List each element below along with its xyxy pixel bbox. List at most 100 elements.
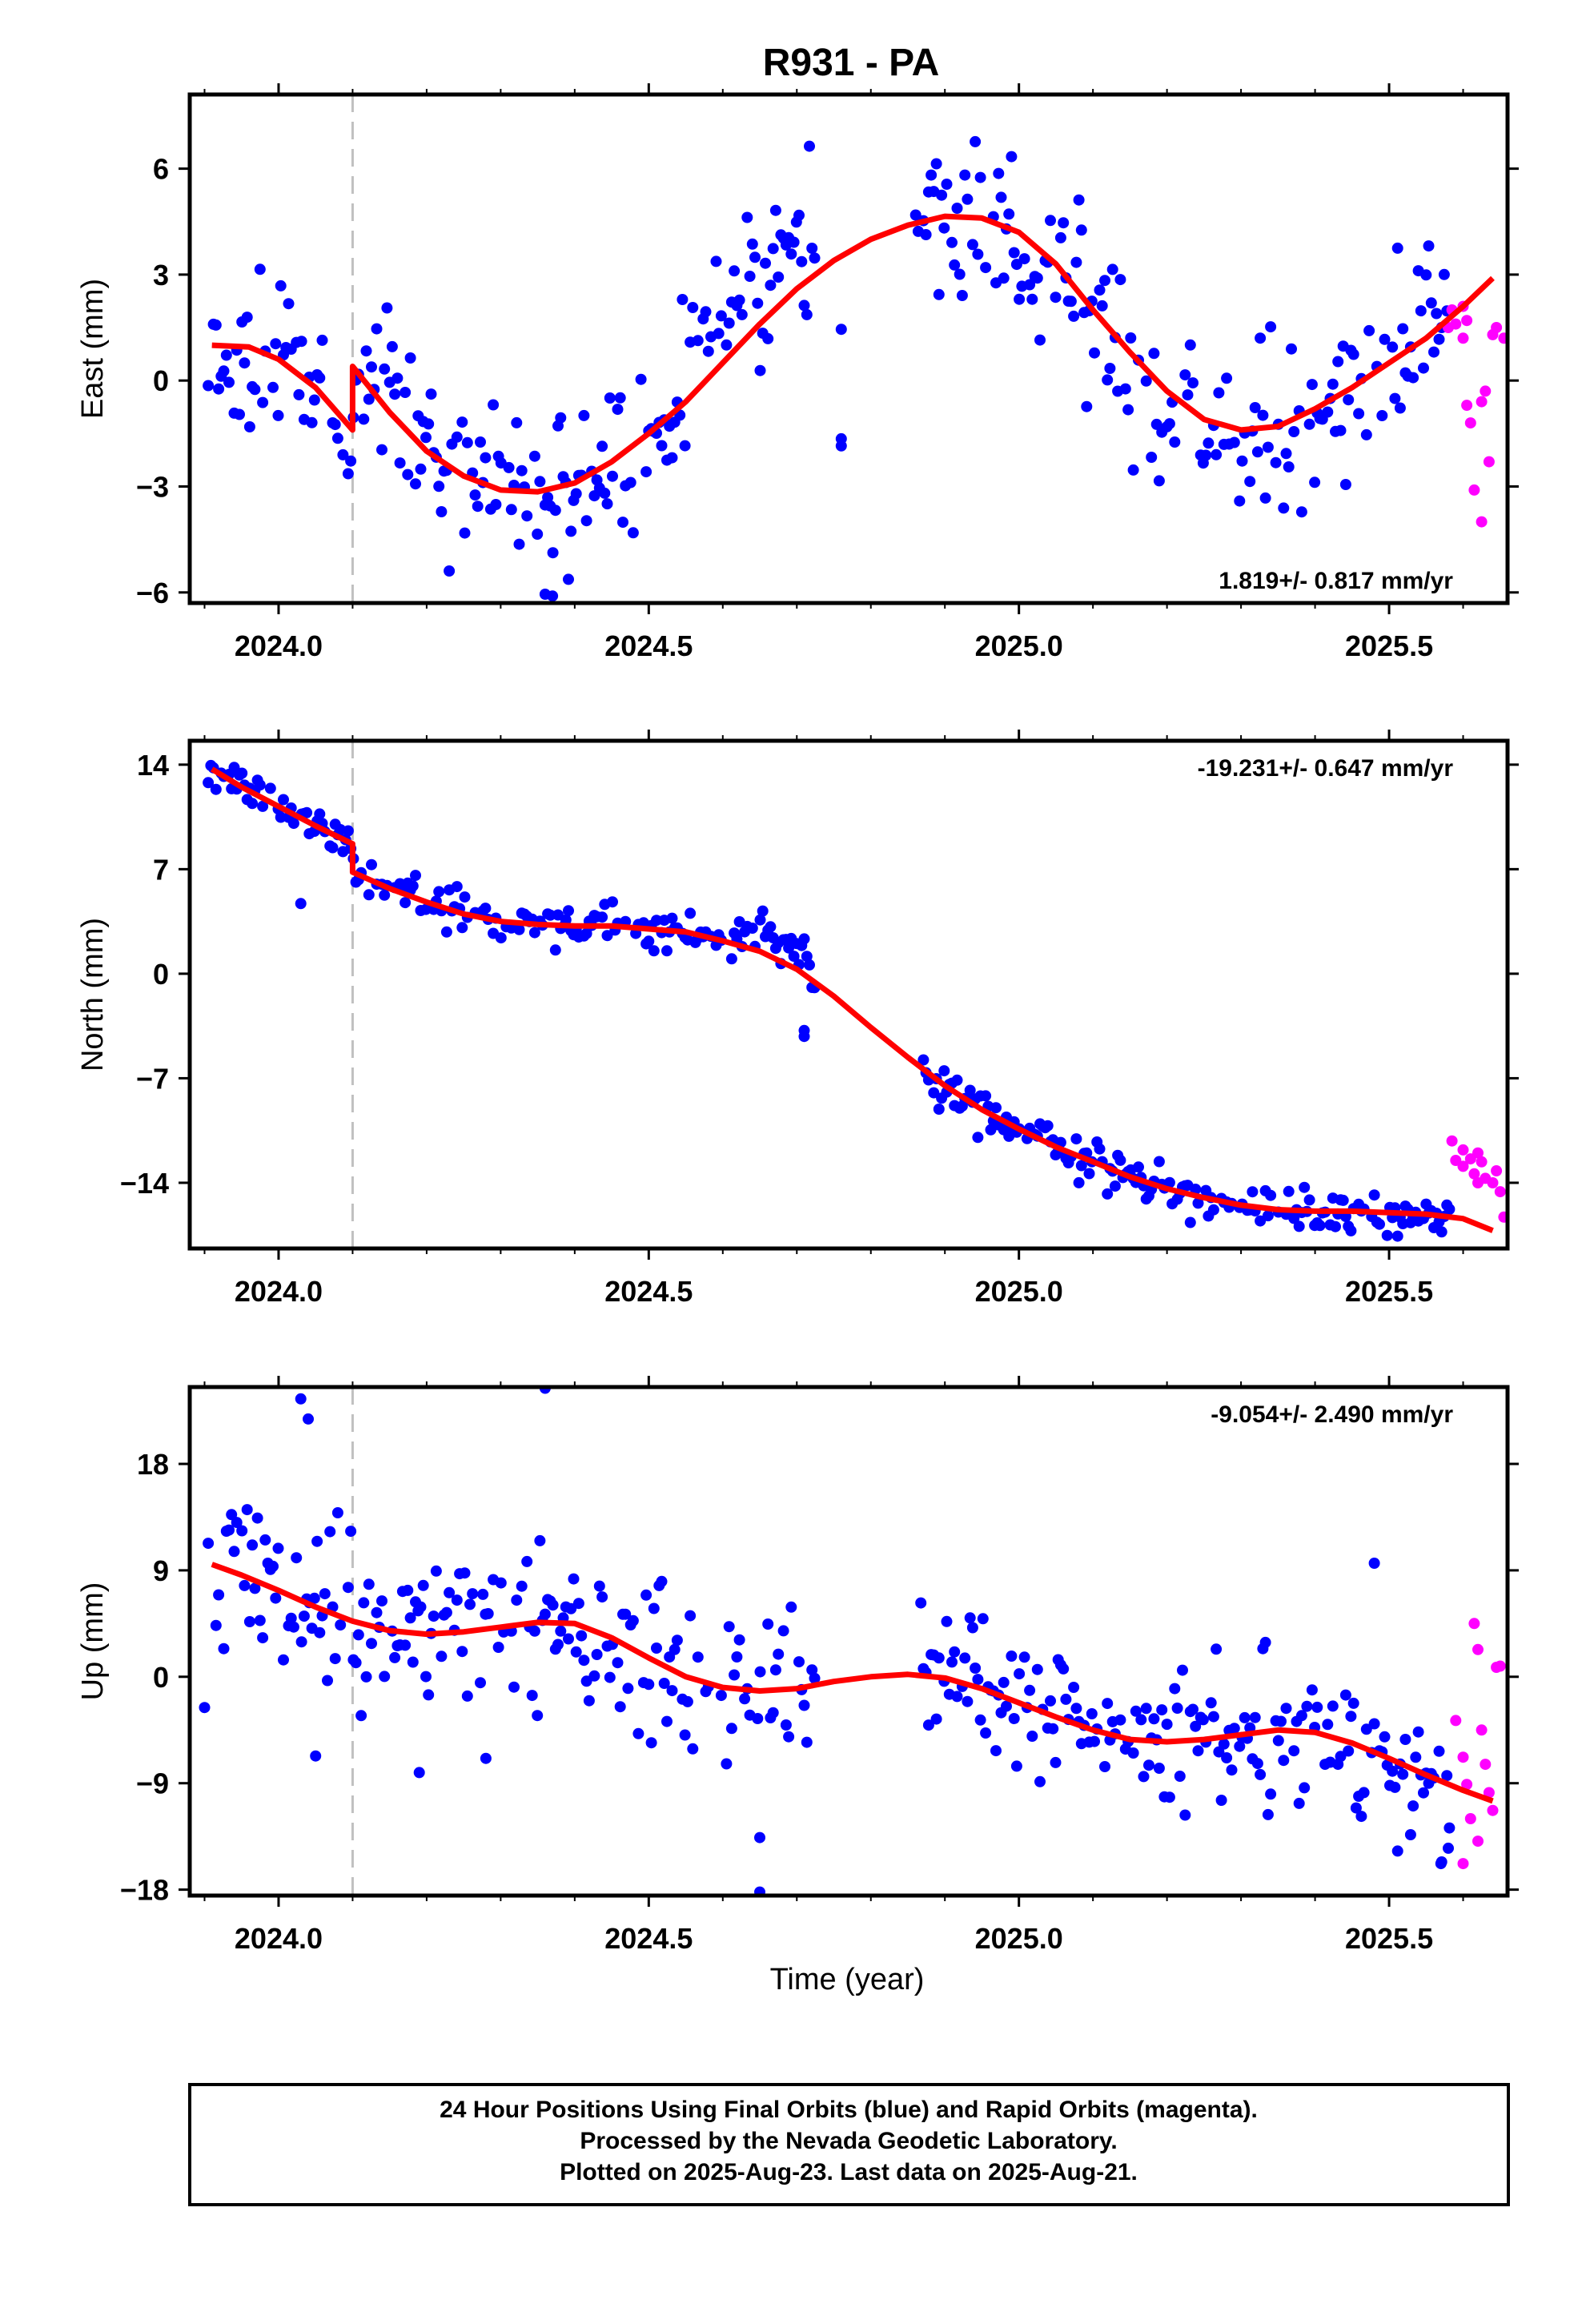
- final-orbit-point: [679, 1729, 691, 1741]
- final-orbit-point: [381, 302, 393, 314]
- final-orbit-point: [1125, 332, 1137, 344]
- final-orbit-point: [345, 1526, 357, 1538]
- final-orbit-point: [1270, 456, 1282, 468]
- final-orbit-point: [322, 1675, 333, 1687]
- final-orbit-point: [681, 1695, 693, 1707]
- final-orbit-point: [1058, 217, 1070, 229]
- final-orbit-point: [1081, 400, 1093, 412]
- footer-line-3: Plotted on 2025-Aug-23. Last data on 202…: [560, 2159, 1138, 2185]
- final-orbit-point: [314, 1626, 326, 1638]
- final-orbit-point: [417, 1579, 429, 1591]
- final-orbit-point: [210, 1619, 222, 1631]
- final-orbit-point: [951, 203, 963, 214]
- final-orbit-point: [798, 1699, 810, 1711]
- final-orbit-point: [1200, 449, 1212, 461]
- final-orbit-point: [1068, 310, 1080, 322]
- final-orbit-point: [1068, 1682, 1080, 1693]
- final-orbit-point: [632, 1727, 644, 1739]
- final-orbit-point: [1239, 1711, 1251, 1723]
- final-orbit-point: [1299, 1181, 1311, 1193]
- final-orbit-point: [1135, 1714, 1147, 1726]
- final-orbit-point: [933, 1652, 945, 1664]
- final-orbit-point: [423, 418, 435, 430]
- final-orbit-point: [1322, 1719, 1334, 1731]
- final-orbit-point: [231, 1517, 243, 1529]
- final-orbit-point: [283, 298, 295, 310]
- rapid-orbit-point: [1491, 322, 1503, 333]
- final-orbit-point: [366, 1638, 377, 1650]
- final-orbit-point: [729, 265, 741, 277]
- final-orbit-point: [464, 1598, 476, 1610]
- final-orbit-point: [1014, 293, 1026, 305]
- final-orbit-point: [1163, 1791, 1175, 1803]
- final-orbit-point: [687, 1743, 699, 1755]
- rapid-orbit-point: [1476, 516, 1488, 528]
- final-orbit-point: [203, 777, 215, 789]
- final-orbit-point: [666, 452, 678, 464]
- final-orbit-point: [762, 1618, 774, 1630]
- final-orbit-point: [733, 294, 745, 306]
- final-orbit-point: [1332, 356, 1344, 368]
- final-orbit-point: [980, 262, 992, 274]
- final-orbit-point: [1070, 1703, 1082, 1715]
- rapid-orbit-point: [1457, 1144, 1469, 1156]
- plot-area: [199, 1387, 1506, 1896]
- final-orbit-point: [760, 257, 771, 269]
- final-orbit-point: [239, 1579, 251, 1591]
- final-orbit-point: [666, 1685, 678, 1697]
- final-orbit-point: [272, 1542, 284, 1554]
- final-orbit-point: [1262, 1210, 1274, 1222]
- final-orbit-point: [752, 1713, 764, 1724]
- final-orbit-point: [1114, 274, 1126, 286]
- final-orbit-point: [1034, 1775, 1046, 1787]
- final-orbit-point: [220, 349, 232, 361]
- final-orbit-point: [1272, 1735, 1284, 1747]
- final-orbit-point: [1228, 1723, 1240, 1735]
- final-orbit-point: [1234, 495, 1246, 507]
- final-orbit-point: [1259, 492, 1271, 504]
- final-orbit-point: [1065, 296, 1077, 308]
- final-orbit-point: [754, 1666, 766, 1678]
- final-orbit-point: [1153, 1156, 1165, 1168]
- plot-area: [203, 94, 1508, 603]
- final-orbit-point: [1391, 242, 1403, 254]
- final-orbit-point: [617, 517, 628, 529]
- final-orbit-point: [601, 498, 613, 510]
- final-orbit-point: [568, 1573, 580, 1585]
- final-orbit-point: [213, 383, 225, 395]
- final-orbit-point: [809, 1672, 821, 1684]
- final-orbit-point: [946, 236, 958, 248]
- final-orbit-point: [1146, 452, 1158, 463]
- final-orbit-point: [1184, 1216, 1196, 1228]
- final-orbit-point: [267, 1560, 279, 1572]
- final-orbit-point: [352, 1629, 364, 1641]
- final-orbit-point: [257, 396, 269, 408]
- final-orbit-point: [1119, 383, 1131, 395]
- final-orbit-point: [1335, 424, 1347, 436]
- final-orbit-point: [930, 1713, 942, 1725]
- final-orbit-point: [1156, 1704, 1168, 1716]
- final-orbit-point: [1360, 1723, 1372, 1735]
- final-orbit-point: [285, 1612, 297, 1624]
- final-orbit-point: [977, 1613, 989, 1625]
- final-orbit-point: [236, 767, 248, 779]
- footer-line-1: 24 Hour Positions Using Final Orbits (bl…: [440, 2097, 1258, 2123]
- final-orbit-point: [1031, 272, 1043, 284]
- final-orbit-point: [806, 1664, 818, 1676]
- final-orbit-point: [521, 1555, 533, 1567]
- final-orbit-point: [371, 1606, 383, 1618]
- final-orbit-point: [835, 440, 847, 452]
- final-orbit-point: [580, 515, 592, 527]
- final-orbit-point: [234, 408, 245, 420]
- final-orbit-point: [363, 889, 375, 901]
- final-orbit-point: [970, 135, 982, 147]
- rapid-orbit-point: [1472, 1147, 1484, 1159]
- final-orbit-point: [1138, 1771, 1150, 1783]
- final-orbit-point: [400, 897, 412, 909]
- final-orbit-point: [920, 229, 932, 240]
- final-orbit-point: [363, 393, 375, 405]
- final-orbit-point: [612, 404, 624, 416]
- final-orbit-point: [614, 1701, 626, 1713]
- final-orbit-point: [511, 416, 523, 428]
- final-orbit-point: [1130, 1705, 1142, 1717]
